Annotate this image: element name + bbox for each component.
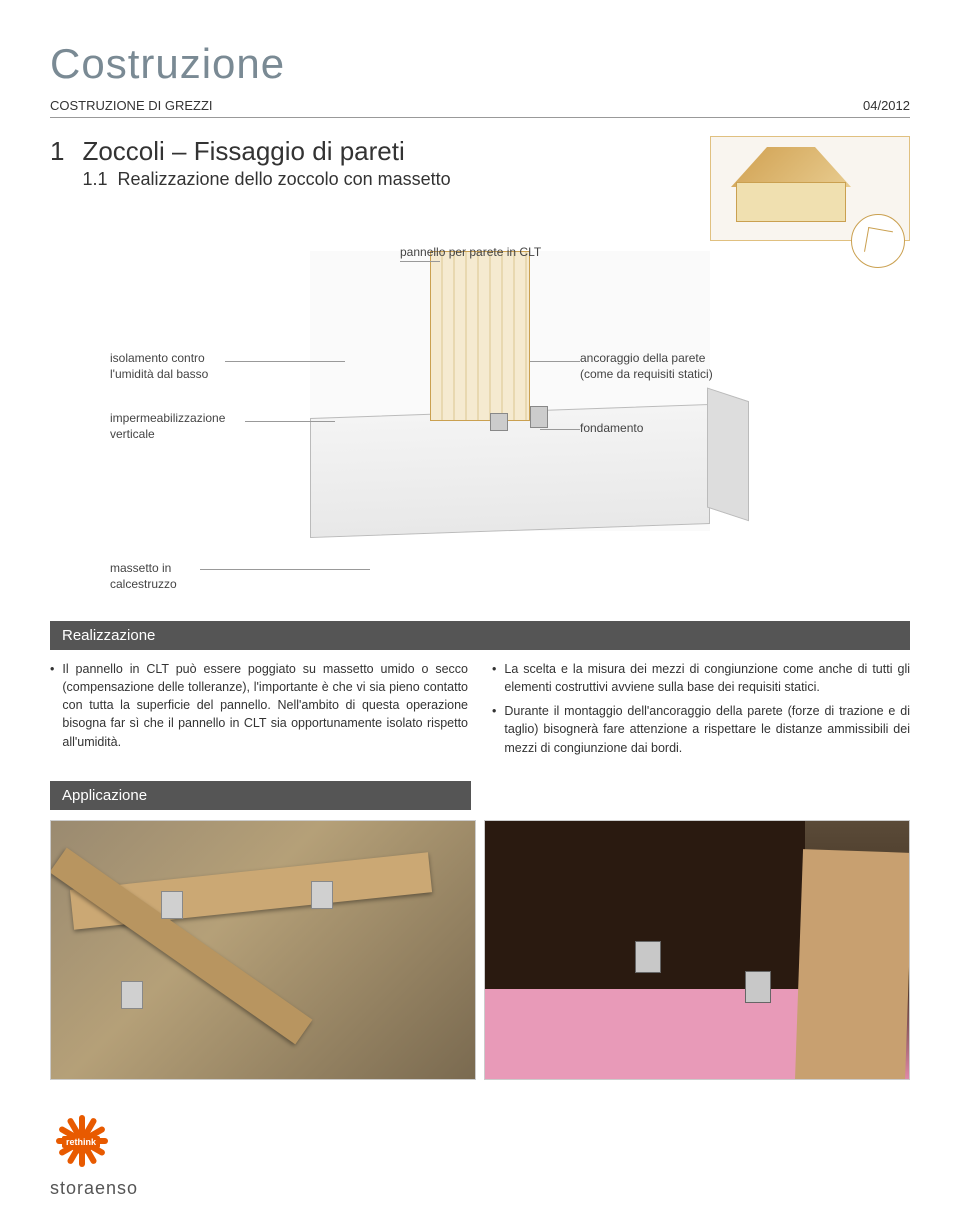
- title-and-thumb-row: 1 Zoccoli – Fissaggio di pareti 1.1 Real…: [50, 136, 910, 241]
- section-heading: 1 Zoccoli – Fissaggio di pareti 1.1 Real…: [50, 136, 451, 190]
- label-line: [530, 361, 580, 362]
- header-row: COSTRUZIONE DI GREZZI 04/2012: [50, 98, 910, 118]
- bullet-text: Durante il montaggio dell'ancoraggio del…: [504, 702, 910, 756]
- photo-bracket-icon: [311, 881, 333, 909]
- label-line: [400, 261, 440, 262]
- sun-logo-icon: rethink: [50, 1110, 114, 1174]
- application-photos: [50, 820, 910, 1080]
- bullet-item: La scelta e la misura dei mezzi di congi…: [492, 660, 910, 696]
- label-panel: pannello per parete in CLT: [400, 245, 541, 261]
- label-line: [540, 429, 580, 430]
- logo-tag: rethink: [62, 1136, 100, 1148]
- label-waterproof: impermeabilizzazione verticale: [110, 411, 225, 442]
- main-diagram: pannello per parete in CLT isolamento co…: [50, 251, 910, 611]
- realizzazione-right: La scelta e la misura dei mezzi di congi…: [492, 660, 910, 763]
- photo-bracket-icon: [635, 941, 661, 973]
- photo-bracket-icon: [745, 971, 771, 1003]
- bullet-item: Il pannello in CLT può essere poggiato s…: [50, 660, 468, 751]
- label-line: [200, 569, 370, 570]
- diagram-bracket-icon: [530, 406, 548, 428]
- realizzazione-columns: Il pannello in CLT può essere poggiato s…: [50, 660, 910, 763]
- section-number: 1: [50, 136, 64, 167]
- realizzazione-left: Il pannello in CLT può essere poggiato s…: [50, 660, 468, 763]
- section-sub-number: 1.1: [82, 169, 107, 190]
- logo-block: rethink storaenso: [50, 1110, 910, 1199]
- brand-name: storaenso: [50, 1178, 910, 1199]
- section-subtitle: Realizzazione dello zoccolo con massetto: [118, 169, 451, 190]
- label-isolation: isolamento contro l'umidità dal basso: [110, 351, 208, 382]
- main-title: Costruzione: [50, 40, 910, 88]
- header-left: COSTRUZIONE DI GREZZI: [50, 98, 213, 113]
- label-anchor: ancoraggio della parete (come da requisi…: [580, 351, 713, 382]
- applicazione-heading: Applicazione: [50, 781, 471, 810]
- diagram-canvas: [310, 251, 710, 531]
- photo-bracket-icon: [161, 891, 183, 919]
- label-foundation: fondamento: [580, 421, 643, 437]
- realizzazione-heading: Realizzazione: [50, 621, 910, 650]
- section-title: Zoccoli – Fissaggio di pareti: [82, 136, 450, 167]
- house-thumbnail: [710, 136, 910, 241]
- photo-left: [50, 820, 476, 1080]
- label-screed: massetto in calcestruzzo: [110, 561, 177, 592]
- bullet-text: La scelta e la misura dei mezzi di congi…: [504, 660, 910, 696]
- photo-bracket-icon: [121, 981, 143, 1009]
- diagram-wall-panel: [430, 251, 530, 421]
- thumb-wall-icon: [736, 182, 846, 222]
- diagram-bracket2-icon: [490, 413, 508, 431]
- label-line: [245, 421, 335, 422]
- thumb-roof-icon: [731, 147, 851, 187]
- label-line: [225, 361, 345, 362]
- photo-right: [484, 820, 910, 1080]
- diagram-slab: [310, 404, 710, 538]
- photo-plank: [795, 849, 910, 1080]
- bullet-item: Durante il montaggio dell'ancoraggio del…: [492, 702, 910, 756]
- header-right: 04/2012: [863, 98, 910, 113]
- bullet-text: Il pannello in CLT può essere poggiato s…: [62, 660, 468, 751]
